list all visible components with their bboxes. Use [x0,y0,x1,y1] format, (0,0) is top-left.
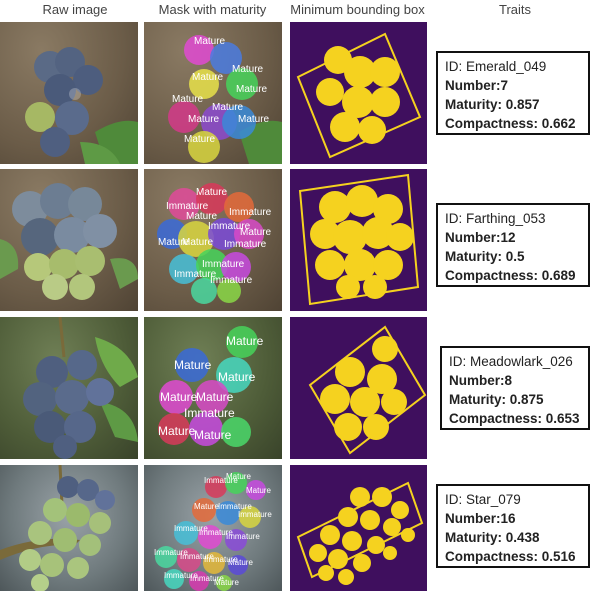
label-immature: Immature [208,221,251,232]
label-mature: Mature [226,472,251,481]
label-mature: Mature [240,227,272,238]
raw-image-farthing [0,169,138,311]
traits-box-farthing: ID: Farthing_053 Number:12 Maturity: 0.5… [436,203,590,287]
label-mature: Mature [212,102,244,113]
trait-compactness: Compactness: 0.689 [445,268,576,283]
trait-number: Number:7 [445,78,509,93]
traits-box-star: ID: Star_079 Number:16 Maturity: 0.438 C… [436,484,590,568]
label-immature: Immature [238,510,272,519]
bbox-image-farthing [290,169,427,311]
label-immature: Immature [174,524,208,533]
label-immature: Immature [204,476,238,485]
mask-image-emerald: Mature Mature Mature Mature Mature Matur… [144,22,282,164]
label-mature: Mature [214,578,239,587]
header-traits: Traits [498,2,532,17]
bbox-image-star [290,465,427,591]
label-immature: Immature [164,571,198,580]
trait-id: ID: Farthing_053 [445,211,546,226]
trait-maturity: Maturity: 0.857 [445,97,540,112]
trait-id: ID: Meadowlark_026 [449,354,573,369]
label-mature: Mature [218,370,256,384]
header-raw-image: Raw image [42,2,108,17]
trait-maturity: Maturity: 0.5 [445,249,525,264]
trait-id: ID: Star_079 [445,492,521,507]
label-mature: Mature [174,358,212,372]
label-mature: Mature [184,134,216,145]
label-immature: Immature [210,275,253,286]
label-mature: Mature [188,114,220,125]
label-mature: Mature [226,334,264,348]
mask-image-farthing: Mature Immature Mature Immature Immature… [144,169,282,311]
label-immature: Immature [204,555,238,564]
label-mature: Mature [182,237,214,248]
trait-id: ID: Emerald_049 [445,59,547,74]
label-immature: Immature [199,528,233,537]
label-mature: Mature [236,84,268,95]
bbox-image-meadowlark [290,317,427,459]
label-immature: Immature [190,574,224,583]
label-mature: Mature [160,390,198,404]
label-immature: Immature [224,239,267,250]
trait-compactness: Compactness: 0.662 [445,116,576,131]
trait-number: Number:12 [445,230,516,245]
label-mature: Mature [192,72,224,83]
raw-image-star [0,465,138,591]
label-mature: Mature [246,486,271,495]
raw-image-emerald [0,22,138,164]
label-immature: Immature [174,269,217,280]
label-mature: Mature [186,211,218,222]
bbox-image-emerald [290,22,427,164]
trait-number: Number:16 [445,511,516,526]
label-mature: Mature [228,558,253,567]
label-mature: Mature [158,237,190,248]
trait-compactness: Compactness: 0.516 [445,549,576,564]
mask-image-star: Immature Mature Mature Mature Immature I… [144,465,282,591]
header-mask-with-maturity: Mask with maturity [158,2,267,17]
trait-maturity: Maturity: 0.875 [449,392,544,407]
mask-image-meadowlark: Mature Mature Mature Mature Mature Immat… [144,317,282,459]
label-mature: Mature [238,114,270,125]
label-immature: Immature [218,502,252,511]
label-mature: Mature [172,94,204,105]
label-mature: Mature [196,390,234,404]
label-mature: Mature [196,187,228,198]
trait-maturity: Maturity: 0.438 [445,530,540,545]
label-mature: Mature [158,424,196,438]
traits-box-meadowlark: ID: Meadowlark_026 Number:8 Maturity: 0.… [440,346,590,430]
traits-box-emerald: ID: Emerald_049 Number:7 Maturity: 0.857… [436,51,590,135]
raw-image-meadowlark [0,317,138,459]
label-immature: Immature [202,259,245,270]
label-immature: Immature [184,406,235,420]
header-minimum-bounding-box: Minimum bounding box [290,2,425,17]
label-immature: Immature [154,548,188,557]
label-immature: Immature [166,201,209,212]
label-mature: Mature [194,428,232,442]
trait-compactness: Compactness: 0.653 [449,411,580,426]
trait-number: Number:8 [449,373,513,388]
label-mature: Mature [194,36,226,47]
label-mature: Mature [232,64,264,75]
label-mature: Mature [194,502,219,511]
label-immature: Immature [226,532,260,541]
label-immature: Immature [229,207,272,218]
label-immature: Immature [180,552,214,561]
